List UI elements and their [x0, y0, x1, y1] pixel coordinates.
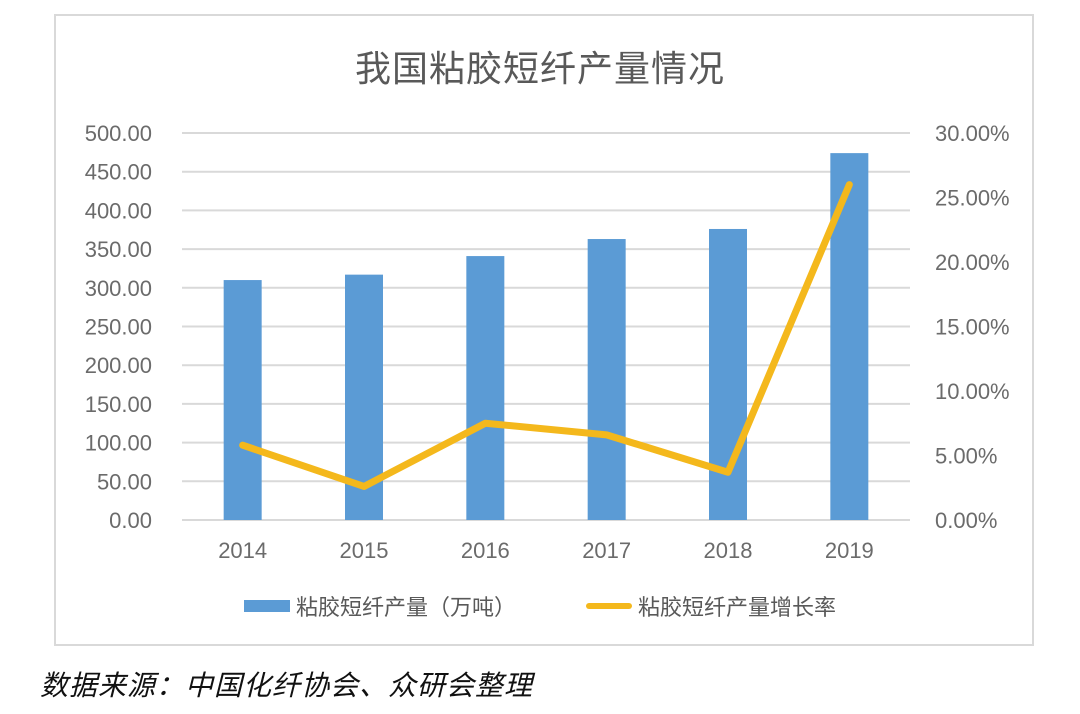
x-tick-label: 2019 [825, 538, 874, 563]
x-tick-label: 2017 [582, 538, 631, 563]
x-axis: 2014 2015 2016 2017 2018 2019 [218, 538, 874, 563]
x-tick-label: 2016 [461, 538, 510, 563]
x-tick-label: 2018 [704, 538, 753, 563]
y2-tick-label: 0.00% [935, 508, 997, 533]
y2-tick-label: 5.00% [935, 444, 997, 469]
y-tick-label: 450.00 [85, 160, 152, 185]
y-tick-label: 400.00 [85, 198, 152, 223]
legend-item-production: 粘胶短纤产量（万吨） [243, 590, 516, 622]
x-tick-label: 2015 [340, 538, 389, 563]
y-tick-label: 200.00 [85, 353, 152, 378]
legend: 粘胶短纤产量（万吨） 粘胶短纤产量增长率 [0, 590, 1080, 622]
y2-tick-label: 30.00% [935, 121, 1010, 146]
y-tick-label: 300.00 [85, 276, 152, 301]
x-tick-label: 2014 [218, 538, 267, 563]
y-tick-label: 150.00 [85, 392, 152, 417]
source-note: 数据来源：中国化纤协会、众研会整理 [40, 669, 534, 702]
y-tick-label: 100.00 [85, 431, 152, 456]
legend-label-production: 粘胶短纤产量（万吨） [295, 596, 516, 621]
bar [466, 256, 505, 520]
legend-item-growth: 粘胶短纤产量增长率 [586, 590, 836, 622]
y-tick-label: 250.00 [85, 315, 152, 340]
line-swatch-icon [586, 603, 632, 609]
y2-tick-label: 25.00% [935, 186, 1010, 211]
y2-tick-label: 10.00% [935, 379, 1010, 404]
bar-series [223, 153, 869, 520]
bar [587, 239, 626, 520]
y-axis-left: 0.00 50.00 100.00 150.00 200.00 250.00 300.00 3… [85, 121, 152, 533]
y-tick-label: 500.00 [85, 121, 152, 146]
y-axis-right: 0.00% 5.00% 10.00% 15.00% 20.00% 25.00% 30.00% [935, 121, 1010, 533]
y-tick-label: 50.00 [97, 469, 152, 494]
bar-swatch-icon [243, 600, 290, 612]
growth-rate-line [239, 181, 853, 490]
y-tick-label: 350.00 [85, 237, 152, 262]
chart-frame [54, 14, 1034, 646]
legend-label-growth: 粘胶短纤产量增长率 [638, 596, 837, 621]
chart-title: 我国粘胶短纤产量情况 [354, 49, 725, 90]
gridlines [182, 132, 910, 521]
y2-tick-label: 20.00% [935, 250, 1010, 275]
bar [223, 280, 262, 520]
y-tick-label: 0.00 [109, 508, 152, 533]
y2-tick-label: 15.00% [935, 315, 1010, 340]
bar [709, 228, 747, 520]
